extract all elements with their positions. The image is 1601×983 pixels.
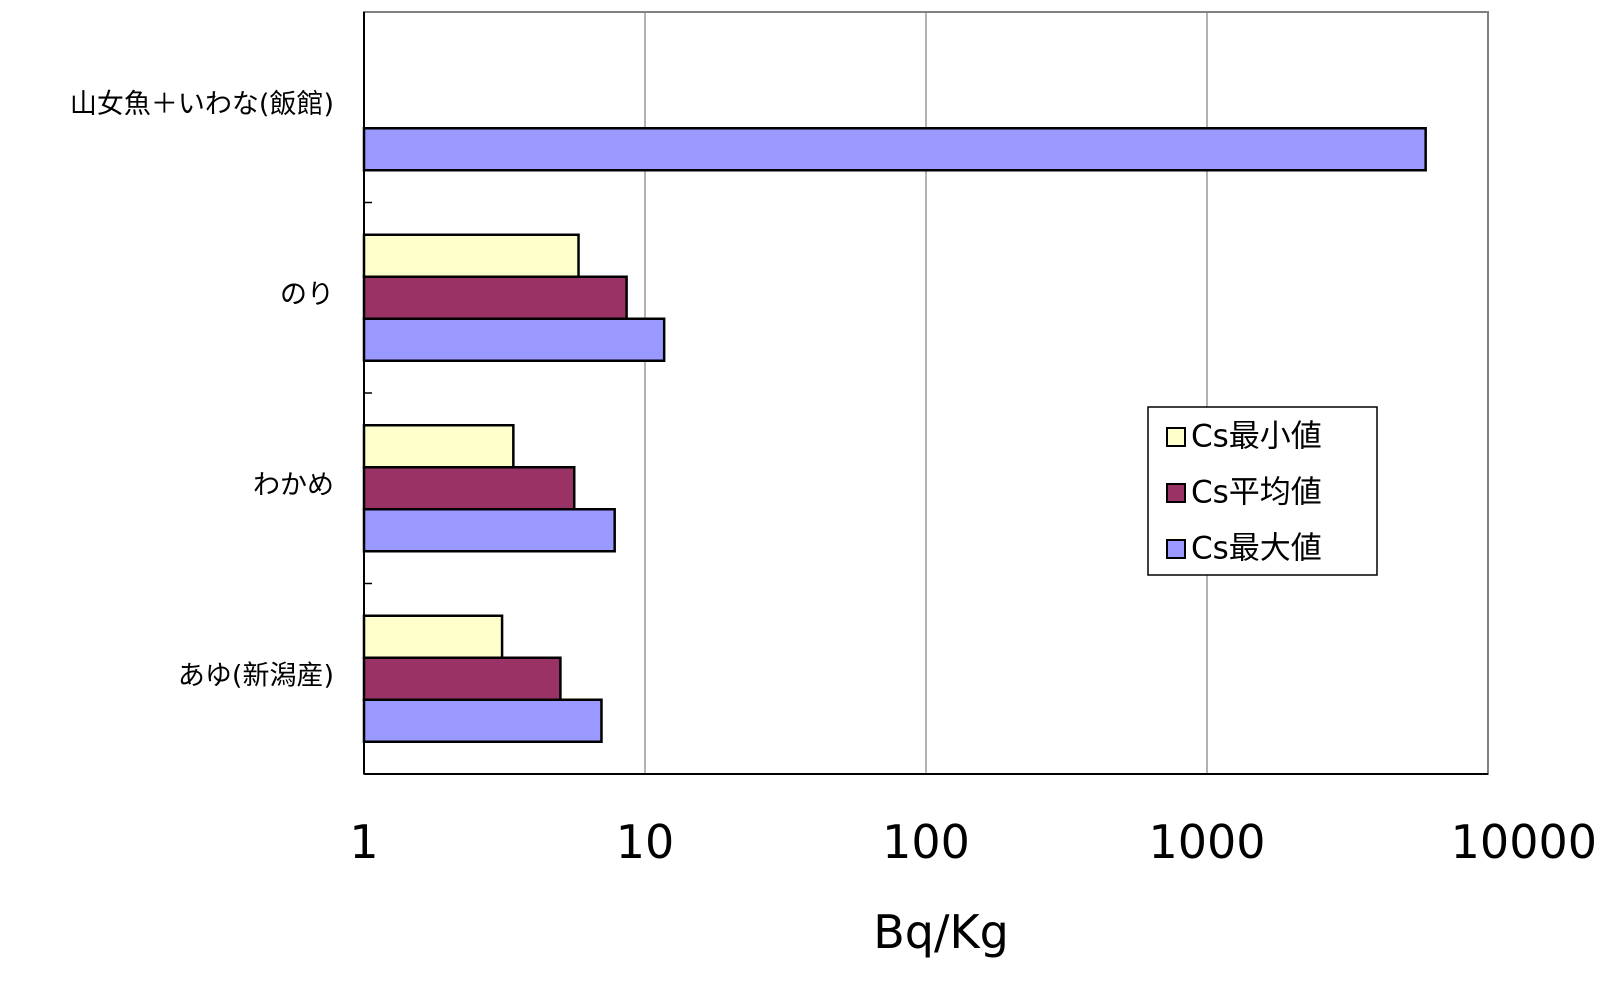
bar [362, 656, 562, 701]
x-tick-label: 1000 [1148, 815, 1265, 869]
bar [362, 424, 515, 469]
legend-swatch [1166, 539, 1186, 559]
bar [362, 614, 504, 659]
bars-layer [362, 127, 1427, 743]
legend-box [1147, 406, 1378, 576]
x-tick-label: 10 [616, 815, 675, 869]
bar [362, 127, 1427, 172]
legend-swatch [1166, 483, 1186, 503]
bar [362, 466, 576, 511]
x-tick-label: 1 [349, 815, 378, 869]
bar [362, 275, 628, 320]
bar [362, 508, 616, 553]
x-tick-label: 10000 [1451, 815, 1597, 869]
bar [362, 698, 603, 743]
legend-label: Cs最小値 [1191, 419, 1322, 455]
bar [362, 233, 580, 278]
bar [362, 317, 666, 362]
x-tick-label: 100 [882, 815, 970, 869]
axis-layer [363, 12, 1488, 775]
category-label: わかめ [253, 470, 334, 501]
legend-label: Cs最大値 [1191, 531, 1322, 567]
category-label: 山女魚＋いわな(飯館) [70, 89, 334, 120]
category-label: のり [280, 279, 334, 310]
x-axis-title: Bq/Kg [873, 905, 1009, 959]
legend-swatch [1166, 427, 1186, 447]
legend-label: Cs平均値 [1191, 475, 1322, 511]
category-label: あゆ(新潟産) [178, 660, 334, 691]
legend: Cs最小値 Cs平均値 Cs最大値 [1147, 406, 1378, 576]
